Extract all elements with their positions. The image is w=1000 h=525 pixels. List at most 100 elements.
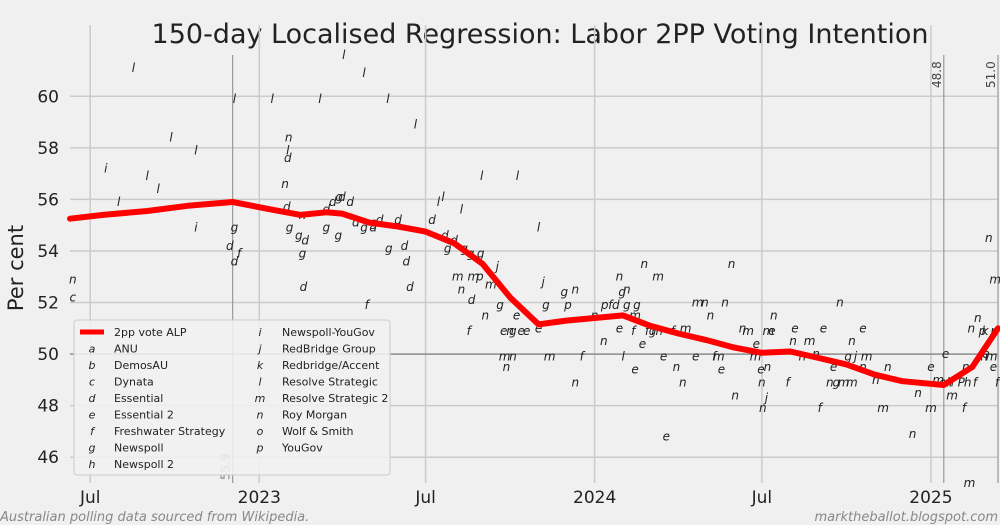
poll-marker-96: e [616, 321, 623, 335]
poll-marker-173: P [958, 375, 966, 389]
poll-marker-175: f [973, 375, 979, 389]
poll-marker-82: j [540, 275, 546, 289]
poll-marker-84: m [544, 350, 556, 364]
poll-marker-124: e [718, 363, 725, 377]
poll-marker-123: m [713, 350, 725, 364]
legend-label: Essential 2 [114, 409, 174, 422]
poll-marker-132: e [757, 363, 764, 377]
poll-marker-66: n [481, 308, 489, 322]
x-tick-4: Jul [751, 488, 773, 508]
poll-marker-144: m [804, 334, 816, 348]
poll-marker-70: g [496, 298, 504, 312]
poll-marker-88: p [563, 298, 572, 312]
poll-marker-140: f [785, 375, 791, 389]
poll-marker-117: e [692, 350, 699, 364]
poll-marker-90: f [580, 350, 586, 364]
poll-marker-114: n [673, 360, 681, 374]
poll-marker-1: c [69, 290, 76, 304]
poll-marker-60: d [468, 293, 476, 307]
poll-marker-181: k [982, 324, 990, 338]
poll-marker-121: n [707, 308, 715, 322]
legend-item-7: g Newspoll [89, 442, 164, 455]
poll-marker-155: j [852, 350, 858, 364]
poll-marker-111: m [651, 324, 663, 338]
y-tick-3: 52 [37, 294, 59, 314]
poll-marker-101: n [623, 283, 631, 297]
poll-marker-106: n [640, 257, 648, 271]
poll-marker-179: n [974, 311, 982, 325]
poll-marker-119: n [679, 375, 687, 389]
poll-marker-36: l [342, 48, 346, 62]
poll-marker-152: m [838, 375, 850, 389]
poll-marker-166: e [927, 360, 934, 374]
poll-marker-78: e [517, 324, 524, 338]
poll-marker-31: g [334, 228, 342, 242]
poll-marker-189: e [990, 360, 997, 374]
legend-item-14: n Roy Morgan [257, 409, 348, 422]
legend-label: DemosAU [114, 359, 168, 372]
poll-marker-80: e [523, 324, 530, 338]
poll-marker-64: m [468, 270, 480, 284]
poll-marker-71: e [500, 324, 507, 338]
poll-marker-171: m [946, 388, 958, 402]
poll-marker-81: l [537, 221, 541, 235]
poll-marker-97: g [618, 285, 626, 299]
poll-marker-151: g [832, 375, 840, 389]
poll-marker-118: m [692, 296, 704, 310]
poll-marker-74: m [499, 350, 511, 364]
poll-marker-5: l [146, 169, 150, 183]
poll-marker-146: f [818, 401, 824, 415]
poll-marker-15: l [270, 92, 274, 106]
poll-marker-141: n [789, 334, 797, 348]
poll-marker-44: d [394, 213, 402, 227]
poll-marker-32: d [338, 190, 346, 204]
poll-marker-165: m [925, 401, 937, 415]
poll-marker-41: d [369, 221, 377, 235]
poll-marker-89: n [572, 283, 580, 297]
poll-marker-49: l [414, 118, 418, 132]
legend-label: RedBridge Group [282, 343, 376, 356]
poll-marker-159: m [861, 350, 873, 364]
legend-symbol: i [258, 326, 261, 339]
x-tick-5: 2025 [909, 488, 952, 508]
poll-marker-9: i [194, 221, 198, 235]
poll-marker-46: g [385, 241, 393, 255]
poll-marker-154: g [844, 350, 852, 364]
y-tick-5: 56 [37, 190, 59, 210]
poll-marker-33: d [346, 195, 354, 209]
y-tick-4: 54 [37, 242, 59, 262]
poll-marker-43: d [376, 213, 384, 227]
poll-marker-7: l [169, 131, 173, 145]
y-tick-2: 50 [37, 345, 59, 365]
poll-marker-73: n [503, 360, 511, 374]
legend-symbol: j [256, 343, 262, 356]
poll-marker-29: d [329, 195, 337, 209]
legend-item-12: l Resolve Strategic [258, 376, 377, 389]
poll-marker-56: l [460, 203, 464, 217]
legend-label: ANU [114, 343, 138, 356]
poll-marker-120: n [701, 296, 709, 310]
legend-item-4: d Essential [89, 392, 164, 405]
poll-marker-72: l [516, 169, 520, 183]
poll-marker-6: l [157, 182, 161, 196]
y-axis-label: Per cent [4, 225, 28, 311]
poll-marker-2: i [104, 161, 108, 175]
poll-marker-100: n [616, 270, 624, 284]
poll-marker-76: g [509, 324, 517, 338]
poll-marker-65: p [475, 270, 484, 284]
poll-marker-145: n [812, 347, 820, 361]
poll-marker-54: g [444, 241, 452, 255]
legend-symbol: e [89, 409, 96, 422]
legend-item-0: 2pp vote ALP [80, 326, 187, 339]
legend-symbol: o [257, 425, 264, 438]
poll-marker-23: g [295, 228, 303, 242]
poll-marker-21: g [286, 221, 294, 235]
legend-symbol: m [255, 392, 266, 405]
legend-symbol: g [89, 442, 96, 455]
legend-label: Newspoll 2 [114, 458, 174, 471]
poll-marker-127: n [731, 388, 739, 402]
poll-marker-45: d [401, 239, 409, 253]
legend: 2pp vote ALP a ANU b DemosAU c Dynata d Essentia… [73, 319, 391, 476]
poll-marker-17: l [286, 143, 290, 157]
